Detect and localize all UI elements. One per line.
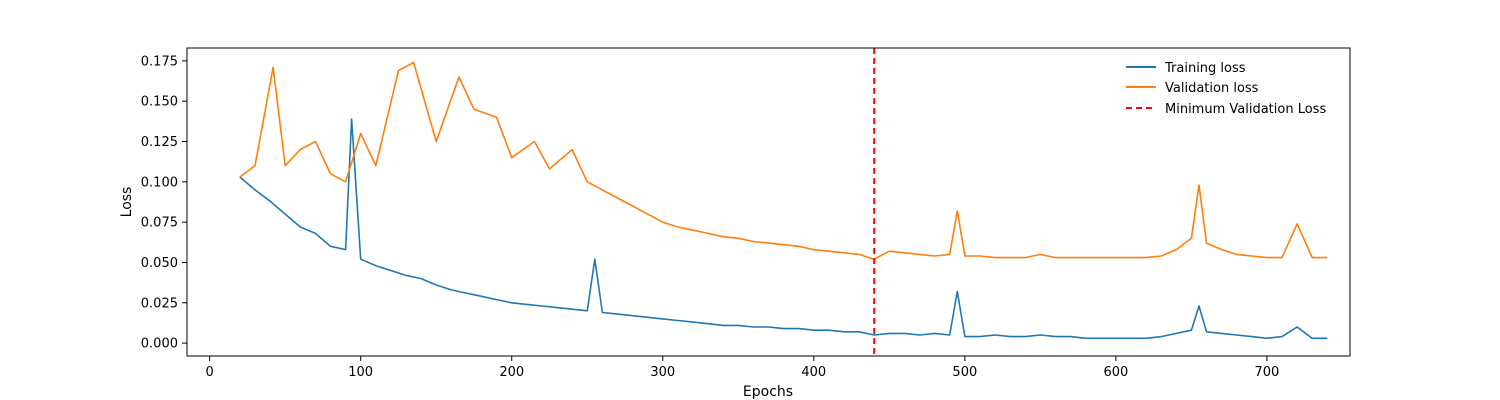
y-tick-label: 0.125: [141, 135, 178, 150]
x-tick-label: 200: [499, 365, 524, 380]
x-tick-label: 100: [348, 365, 373, 380]
x-axis-label: Epochs: [743, 384, 793, 400]
x-tick-label: 300: [650, 365, 675, 380]
y-tick-label: 0.150: [141, 95, 178, 110]
legend-label-training: Training loss: [1164, 61, 1246, 76]
y-axis-ticks: 0.000 0.025 0.050 0.075 0.100 0.125 0.150 0.175: [141, 54, 187, 352]
validation-loss-line: [239, 61, 1328, 261]
x-tick-label: 500: [952, 365, 977, 380]
plot-area: [187, 48, 1350, 356]
legend-label-min-val: Minimum Validation Loss: [1165, 102, 1326, 117]
legend-label-validation: Validation loss: [1165, 81, 1259, 96]
plot-frame: [186, 47, 1351, 357]
y-axis-label: Loss: [119, 187, 135, 218]
y-tick-label: 0.050: [141, 256, 178, 271]
x-tick-label: 0: [206, 365, 214, 380]
y-tick-label: 0.025: [141, 296, 178, 311]
y-tick-label: 0.075: [141, 216, 178, 231]
legend: Training loss Validation loss Minimum Va…: [1126, 61, 1326, 117]
x-axis-ticks: 0 100 200 300 400 500 600 700: [206, 356, 1280, 380]
x-tick-label: 600: [1103, 365, 1128, 380]
x-tick-label: 700: [1255, 365, 1280, 380]
series-layer: [239, 48, 1328, 356]
y-tick-label: 0.175: [141, 54, 178, 69]
y-tick-label: 0.100: [141, 175, 178, 190]
x-tick-label: 400: [801, 365, 826, 380]
y-tick-label: 0.000: [141, 337, 178, 352]
training-loss-line: [239, 118, 1328, 340]
